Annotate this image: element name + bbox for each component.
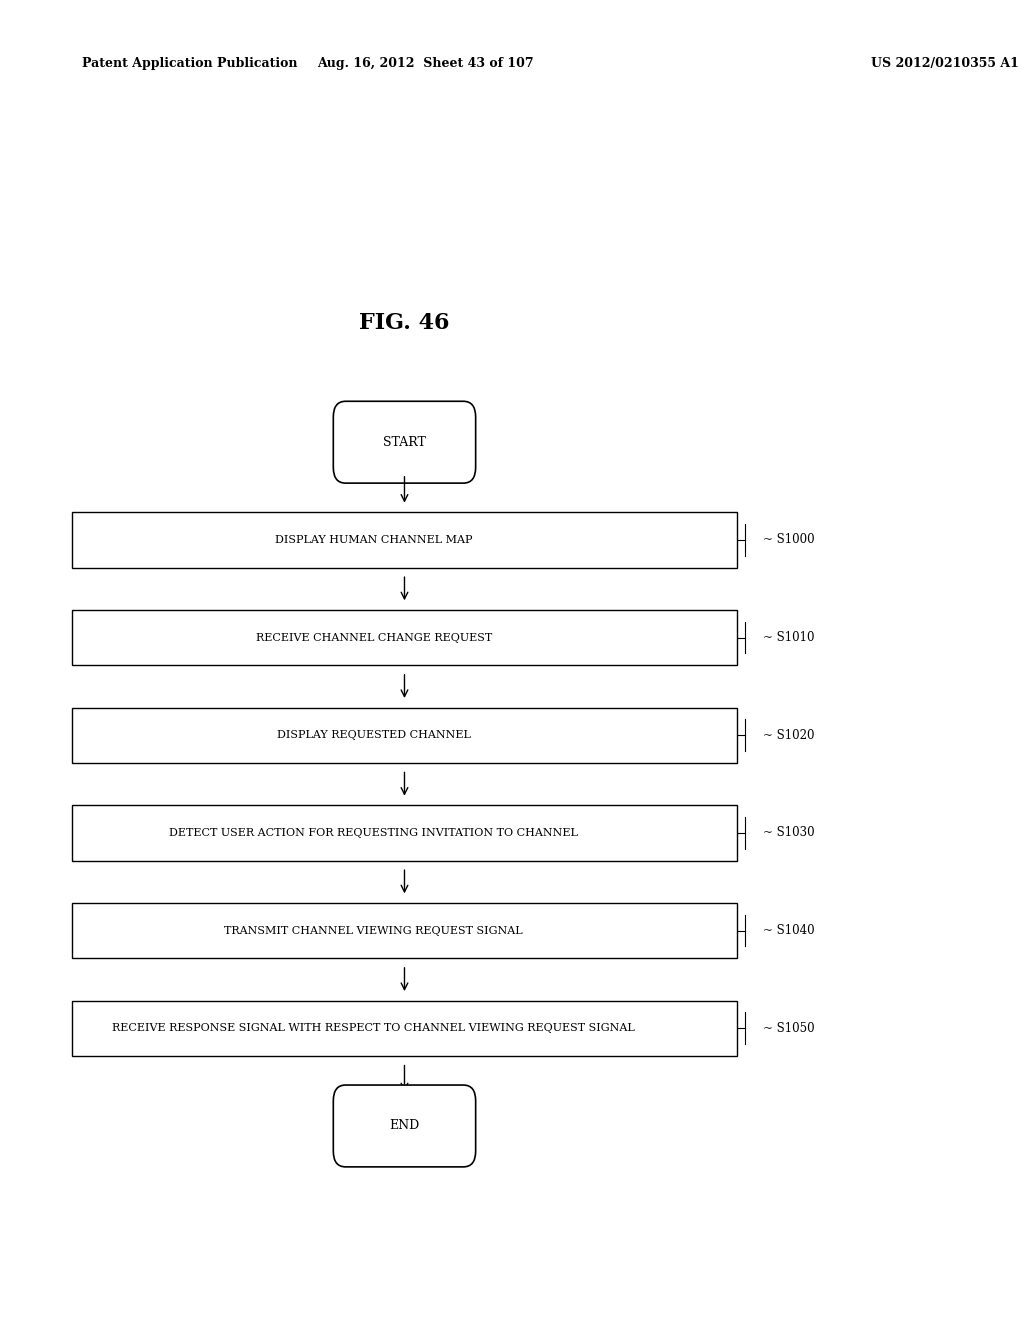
FancyBboxPatch shape: [334, 1085, 475, 1167]
Text: DISPLAY HUMAN CHANNEL MAP: DISPLAY HUMAN CHANNEL MAP: [275, 535, 472, 545]
Text: RECEIVE RESPONSE SIGNAL WITH RESPECT TO CHANNEL VIEWING REQUEST SIGNAL: RECEIVE RESPONSE SIGNAL WITH RESPECT TO …: [113, 1023, 635, 1034]
Bar: [72, 805, 737, 861]
Bar: [72, 512, 737, 568]
Text: TRANSMIT CHANNEL VIEWING REQUEST SIGNAL: TRANSMIT CHANNEL VIEWING REQUEST SIGNAL: [224, 925, 523, 936]
Text: Aug. 16, 2012  Sheet 43 of 107: Aug. 16, 2012 Sheet 43 of 107: [316, 57, 534, 70]
Bar: [72, 708, 737, 763]
Text: RECEIVE CHANNEL CHANGE REQUEST: RECEIVE CHANNEL CHANGE REQUEST: [256, 632, 492, 643]
Text: ~ S1040: ~ S1040: [763, 924, 814, 937]
Text: ~ S1050: ~ S1050: [763, 1022, 814, 1035]
Text: START: START: [383, 436, 426, 449]
Bar: [72, 903, 737, 958]
Text: END: END: [389, 1119, 420, 1133]
Text: FIG. 46: FIG. 46: [359, 313, 450, 334]
Text: DISPLAY REQUESTED CHANNEL: DISPLAY REQUESTED CHANNEL: [276, 730, 471, 741]
Text: ~ S1030: ~ S1030: [763, 826, 814, 840]
Text: US 2012/0210355 A1: US 2012/0210355 A1: [871, 57, 1019, 70]
Text: Patent Application Publication: Patent Application Publication: [82, 57, 297, 70]
Text: ~ S1010: ~ S1010: [763, 631, 814, 644]
Text: ~ S1020: ~ S1020: [763, 729, 814, 742]
Bar: [72, 1001, 737, 1056]
FancyBboxPatch shape: [334, 401, 475, 483]
Bar: [72, 610, 737, 665]
Text: ~ S1000: ~ S1000: [763, 533, 814, 546]
Text: DETECT USER ACTION FOR REQUESTING INVITATION TO CHANNEL: DETECT USER ACTION FOR REQUESTING INVITA…: [169, 828, 579, 838]
